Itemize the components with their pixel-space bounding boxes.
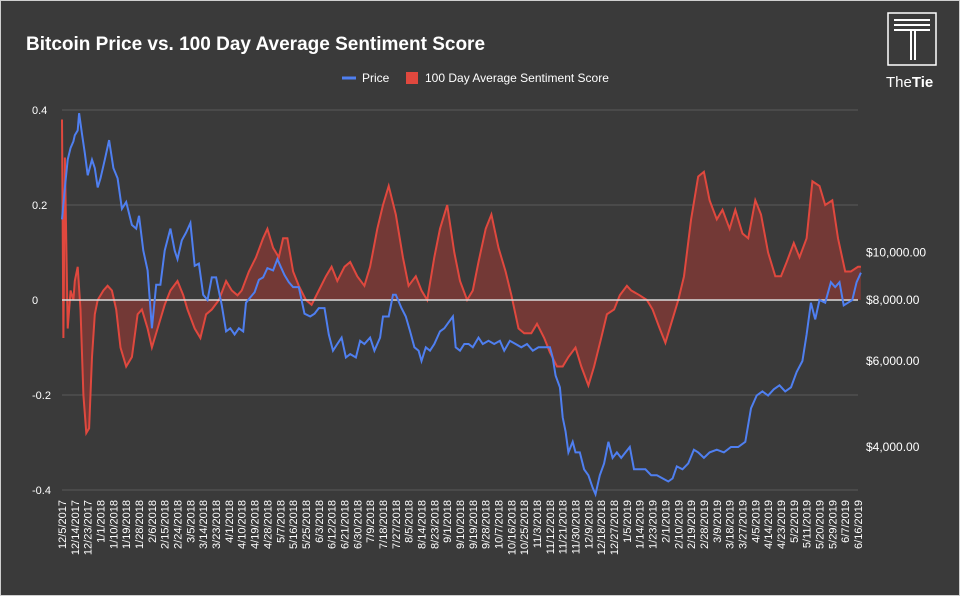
x-tick-label: 2/19/2019 [686, 500, 698, 549]
y-left-tick-label: 0 [32, 295, 38, 307]
x-tick-label: 11/30/2018 [571, 500, 583, 554]
x-tick-label: 2/24/2018 [173, 500, 185, 549]
x-tick-label: 8/14/2018 [416, 500, 428, 549]
chart-title: Bitcoin Price vs. 100 Day Average Sentim… [26, 34, 485, 55]
x-tick-label: 5/7/2018 [275, 500, 287, 543]
x-tick-label: 7/27/2018 [391, 500, 403, 549]
x-tick-label: 5/2/2019 [789, 500, 801, 543]
x-tick-label: 2/6/2018 [147, 500, 159, 543]
logo-t-mark-icon [894, 19, 930, 60]
price-series [61, 113, 862, 498]
y-left-tick-label: -0.2 [32, 390, 51, 402]
x-tick-label: 12/18/2018 [596, 500, 608, 555]
x-tick-label: 1/19/2018 [121, 500, 133, 549]
x-tick-label: 4/28/2018 [262, 500, 274, 549]
x-tick-label: 3/5/2018 [185, 500, 197, 543]
x-tick-label: 9/19/2018 [468, 500, 480, 549]
y-right-tick-label: $10,000.00 [866, 246, 926, 260]
x-tick-label: 2/10/2019 [673, 500, 685, 549]
x-tick-label: 12/9/2018 [583, 500, 595, 549]
x-tick-label: 2/28/2019 [699, 500, 711, 549]
x-tick-label: 4/14/2019 [763, 500, 775, 549]
x-tick-label: 8/23/2018 [429, 500, 441, 549]
logo-box [887, 12, 937, 66]
x-tick-label: 10/7/2018 [494, 500, 506, 549]
legend-label-sentiment: 100 Day Average Sentiment Score [425, 71, 609, 85]
x-tick-label: 3/14/2018 [198, 500, 210, 549]
x-tick-label: 3/27/2019 [737, 500, 749, 549]
y-right-tick-label: $8,000.00 [866, 293, 920, 307]
gridlines [62, 109, 858, 491]
legend-marker-sentiment [406, 72, 418, 84]
x-tick-label: 12/5/2017 [57, 500, 69, 549]
x-tick-label: 1/14/2019 [635, 500, 647, 549]
sentiment-line [61, 119, 861, 437]
y-left-tick-label: -0.4 [32, 485, 51, 497]
x-tick-label: 6/7/2019 [840, 500, 852, 543]
x-tick-label: 6/3/2018 [314, 500, 326, 543]
x-tick-label: 11/12/2018 [545, 500, 557, 554]
left-axis-ticks: 0.4 0.2 0 -0.2 -0.4 [32, 105, 51, 497]
x-tick-label: 5/20/2019 [814, 500, 826, 549]
x-tick-label: 4/1/2018 [224, 500, 236, 543]
logo-wordmark-bold: Tie [912, 74, 933, 91]
x-tick-label: 12/14/2017 [70, 500, 82, 555]
x-tick-label: 9/28/2018 [481, 500, 493, 549]
x-tick-label: 5/29/2019 [827, 500, 839, 549]
x-tick-label: 3/18/2019 [725, 500, 737, 549]
x-tick-label: 7/9/2018 [365, 500, 377, 543]
x-tick-label: 6/21/2018 [339, 500, 351, 549]
y-left-tick-label: 0.2 [32, 200, 47, 212]
x-tick-label: 9/10/2018 [455, 500, 467, 549]
x-tick-label: 11/21/2018 [558, 500, 570, 554]
x-axis-ticks: 12/5/2017 12/14/2017 12/23/2017 1/1/2018 1/1… [57, 500, 865, 555]
y-right-tick-label: $6,000.00 [866, 354, 920, 368]
right-axis-ticks: $10,000.00 $8,000.00 $6,000.00 $4,000.00 [866, 246, 926, 454]
x-tick-label: 2/1/2019 [660, 500, 672, 543]
x-tick-label: 5/16/2018 [288, 500, 300, 549]
x-tick-label: 1/1/2018 [96, 500, 108, 543]
x-tick-label: 10/16/2018 [506, 500, 518, 555]
x-tick-label: 1/28/2018 [134, 500, 146, 549]
x-tick-label: 5/25/2018 [301, 500, 313, 549]
x-tick-label: 4/10/2018 [237, 500, 249, 549]
sentiment-series [61, 119, 861, 437]
x-tick-label: 11/3/2018 [532, 500, 544, 548]
x-tick-label: 12/23/2017 [83, 500, 95, 555]
x-tick-label: 4/23/2019 [776, 500, 788, 549]
x-tick-label: 7/18/2018 [378, 500, 390, 549]
legend-item-sentiment: 100 Day Average Sentiment Score [406, 71, 609, 85]
price-line [61, 113, 862, 498]
y-left-tick-label: 0.4 [32, 105, 47, 117]
x-tick-label: 6/30/2018 [352, 500, 364, 549]
x-tick-label: 3/23/2018 [211, 500, 223, 549]
sentiment-area [62, 119, 861, 433]
x-tick-label: 9/1/2018 [442, 500, 454, 543]
legend: Price 100 Day Average Sentiment Score [342, 71, 609, 85]
x-tick-label: 3/9/2019 [712, 500, 724, 543]
x-tick-label: 6/16/2019 [853, 500, 865, 549]
x-tick-label: 12/27/2018 [609, 500, 621, 555]
x-tick-label: 1/23/2019 [648, 500, 660, 549]
x-tick-label: 4/19/2018 [250, 500, 262, 549]
x-tick-label: 10/25/2018 [519, 500, 531, 555]
x-tick-label: 5/11/2019 [802, 500, 814, 548]
x-tick-label: 4/5/2019 [750, 500, 762, 543]
thetie-logo: TheTie [886, 12, 937, 91]
logo-wordmark: TheTie [886, 74, 933, 91]
x-tick-label: 8/5/2018 [404, 500, 416, 543]
legend-label-price: Price [362, 71, 390, 85]
y-right-tick-label: $4,000.00 [866, 440, 920, 454]
x-tick-label: 1/10/2018 [108, 500, 120, 549]
x-tick-label: 6/12/2018 [327, 500, 339, 549]
logo-wordmark-light: The [886, 74, 912, 91]
x-tick-label: 2/15/2018 [160, 500, 172, 549]
x-tick-label: 1/5/2019 [622, 500, 634, 543]
legend-item-price: Price [342, 71, 390, 85]
